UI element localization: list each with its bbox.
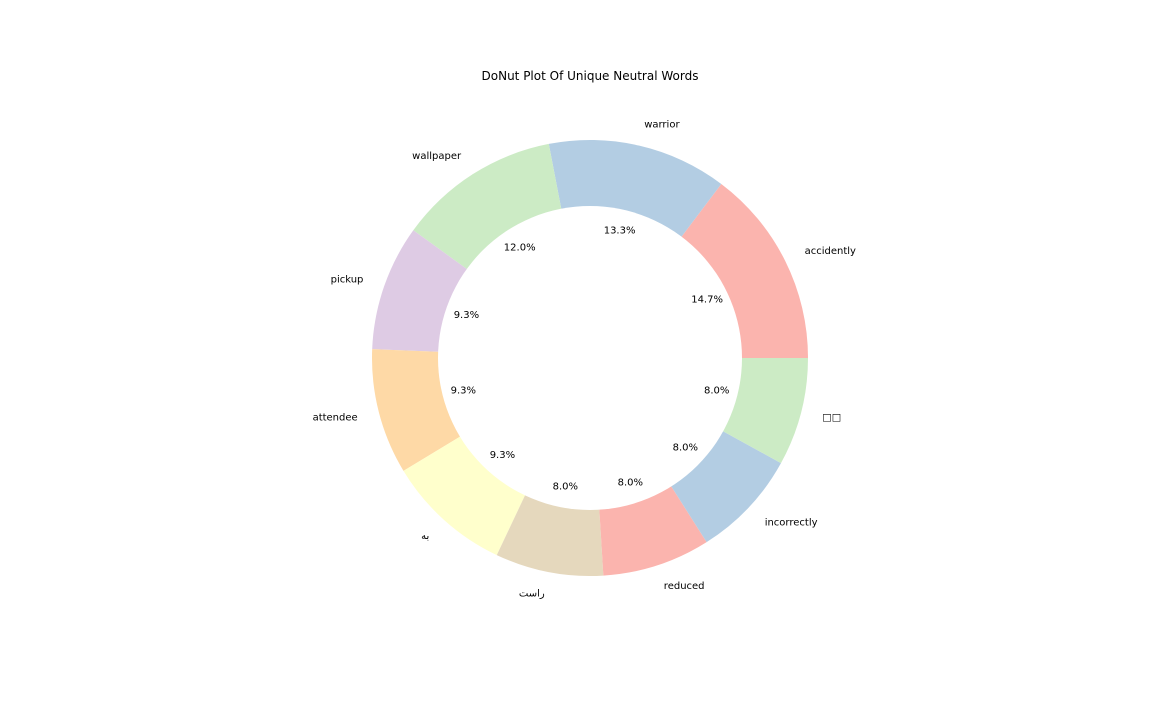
slice-label-9: □□ [822,413,841,424]
slice-label-3: pickup [331,275,364,286]
slice-pct-label-1: 13.3% [604,226,636,237]
slice-pct-label-6: 8.0% [553,481,578,492]
slice-label-6: راست [519,589,545,600]
slice-pct-label-0: 14.7% [691,295,723,306]
chart-title: DoNut Plot Of Unique Neutral Words [482,69,699,83]
slice-pct-label-3: 9.3% [454,310,479,321]
donut-hole [438,206,742,510]
slice-label-5: به [421,531,429,542]
slice-pct-label-4: 9.3% [451,386,476,397]
slice-pct-label-5: 9.3% [490,450,515,461]
slice-label-7: reduced [664,581,705,592]
slice-pct-label-2: 12.0% [504,243,536,254]
slice-pct-label-9: 8.0% [704,386,729,397]
slice-label-4: attendee [313,413,358,424]
slice-pct-label-7: 8.0% [618,477,643,488]
slice-label-2: wallpaper [412,151,462,162]
slice-pct-label-8: 8.0% [673,443,698,454]
labels-layer: accidently 14.7% warrior 13.3% wallpaper 12.0… [313,119,856,599]
slice-label-1: warrior [644,119,680,130]
slice-label-8: incorrectly [765,517,818,528]
slice-label-0: accidently [805,246,856,257]
